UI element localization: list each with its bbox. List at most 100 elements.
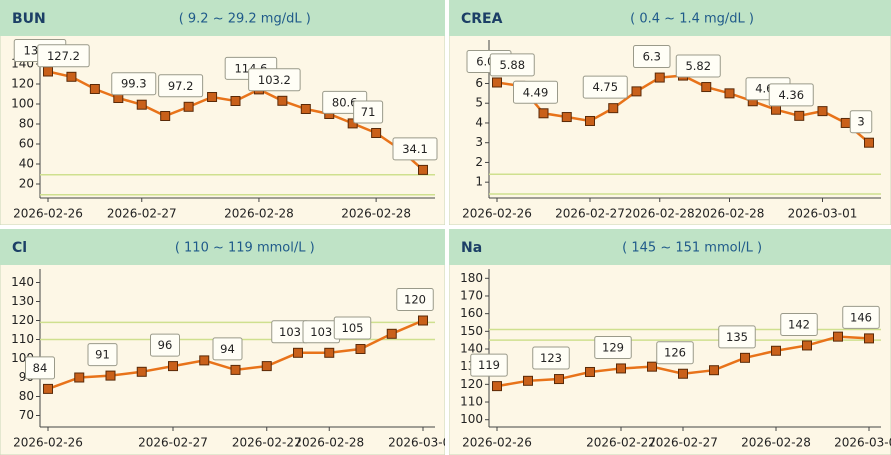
data-point xyxy=(43,383,53,394)
x-tick-label: 2026-02-28 xyxy=(741,436,811,450)
value-label: 4.36 xyxy=(778,88,804,102)
value-label: 80.6 xyxy=(332,95,358,109)
data-point xyxy=(74,372,85,383)
y-tick-label: 150 xyxy=(460,324,483,338)
y-tick-label: 20 xyxy=(19,177,34,191)
y-tick-label: 5 xyxy=(475,96,483,110)
x-tick-label: 2026-02-26 xyxy=(13,436,83,450)
y-tick-label: 140 xyxy=(460,342,483,356)
x-tick-label: 2026-02-26 xyxy=(462,207,532,221)
value-label: 103.2 xyxy=(258,73,291,87)
y-tick-label: 120 xyxy=(460,377,483,391)
x-tick-label: 2026-02-27 xyxy=(648,436,718,450)
data-point xyxy=(293,347,303,358)
data-point xyxy=(207,92,218,102)
data-point xyxy=(647,361,657,372)
value-label-box xyxy=(37,44,90,68)
chart-subtitle: ( 145 ~ 151 mmol/L ) xyxy=(622,241,762,256)
value-label: 129 xyxy=(602,340,624,354)
data-point xyxy=(864,333,874,344)
data-point xyxy=(771,104,781,115)
value-label-box xyxy=(768,83,814,107)
data-point xyxy=(654,72,665,83)
x-tick-label: 2026-02-27 xyxy=(586,436,656,450)
panel-header xyxy=(0,229,445,265)
value-label-box xyxy=(396,288,434,311)
value-label: 71 xyxy=(361,105,376,119)
x-tick-label: 2026-02-26 xyxy=(13,207,83,221)
value-label: 119 xyxy=(478,358,500,372)
y-tick-label: 60 xyxy=(19,137,34,151)
data-point xyxy=(43,66,53,77)
chart-title: CREA xyxy=(461,11,503,27)
value-label-box xyxy=(842,305,880,329)
data-point xyxy=(616,363,626,374)
data-point xyxy=(608,103,619,114)
x-tick-label: 2026-03-01 xyxy=(788,207,858,221)
x-tick-label: 2026-02-26 xyxy=(462,436,532,450)
data-point xyxy=(418,315,428,326)
data-point xyxy=(230,364,241,375)
data-point xyxy=(802,340,812,351)
value-label-box xyxy=(633,45,671,69)
data-point xyxy=(585,366,595,377)
value-label-box xyxy=(333,316,372,340)
data-point xyxy=(89,84,100,94)
data-point xyxy=(523,375,533,386)
chart-panel: CREA( 0.4 ~ 1.4 mg/dL )12345672026-02-26… xyxy=(449,0,891,225)
value-label-box xyxy=(675,54,721,78)
chart-panel: Na( 145 ~ 151 mmol/L )100110120130140150… xyxy=(449,229,891,455)
data-point xyxy=(864,137,874,148)
data-point xyxy=(709,365,719,376)
value-label-box xyxy=(849,110,873,134)
chart-panel: Cl( 110 ~ 119 mmol/L )708090100110120130… xyxy=(0,229,445,455)
x-tick-label: 2026-02-27 xyxy=(107,207,177,221)
value-label: 5.82 xyxy=(685,59,711,73)
value-label: 3 xyxy=(857,115,864,129)
chart-subtitle: ( 0.4 ~ 1.4 mg/dL ) xyxy=(630,12,754,27)
value-label: 126 xyxy=(664,346,686,360)
value-label: 103 xyxy=(310,325,332,339)
data-point xyxy=(585,115,595,126)
x-tick-label: 2026-02-27 xyxy=(232,436,302,450)
data-point xyxy=(724,88,735,99)
data-point xyxy=(277,95,288,106)
data-point xyxy=(66,71,77,82)
value-label: 91 xyxy=(95,348,110,362)
data-point xyxy=(183,101,194,112)
data-point xyxy=(833,331,843,342)
value-label-box xyxy=(470,353,508,377)
y-tick-label: 3 xyxy=(475,135,483,149)
data-point xyxy=(136,366,147,377)
y-tick-label: 100 xyxy=(460,412,483,426)
data-point xyxy=(740,352,750,363)
x-tick-label: 2026-02-28 xyxy=(625,207,695,221)
data-point xyxy=(561,112,572,123)
y-tick-label: 110 xyxy=(11,332,34,346)
value-label: 84 xyxy=(33,361,48,375)
value-label-box xyxy=(158,74,204,98)
data-point xyxy=(840,117,851,128)
data-point xyxy=(136,99,147,110)
y-tick-label: 180 xyxy=(460,271,483,285)
data-point xyxy=(631,86,642,97)
data-point xyxy=(199,355,210,366)
chart-panel: BUN( 9.2 ~ 29.2 mg/dL )20406080100120140… xyxy=(0,0,445,225)
value-label: 34.1 xyxy=(402,142,428,156)
data-point xyxy=(771,345,781,356)
data-point xyxy=(355,344,366,354)
value-label: 94 xyxy=(220,342,235,356)
panel-header xyxy=(449,229,891,265)
data-point xyxy=(300,104,311,114)
value-label: 4.49 xyxy=(523,85,549,99)
panel-header xyxy=(0,0,445,36)
value-label-box xyxy=(392,137,438,161)
y-tick-label: 40 xyxy=(19,157,34,171)
value-label: 142 xyxy=(788,317,810,331)
value-label: 105 xyxy=(342,321,364,335)
value-label: 5.88 xyxy=(499,58,525,72)
x-tick-label: 2026-02-28 xyxy=(695,207,765,221)
data-point xyxy=(168,361,178,372)
data-point xyxy=(492,381,502,392)
value-label-box xyxy=(656,341,694,365)
